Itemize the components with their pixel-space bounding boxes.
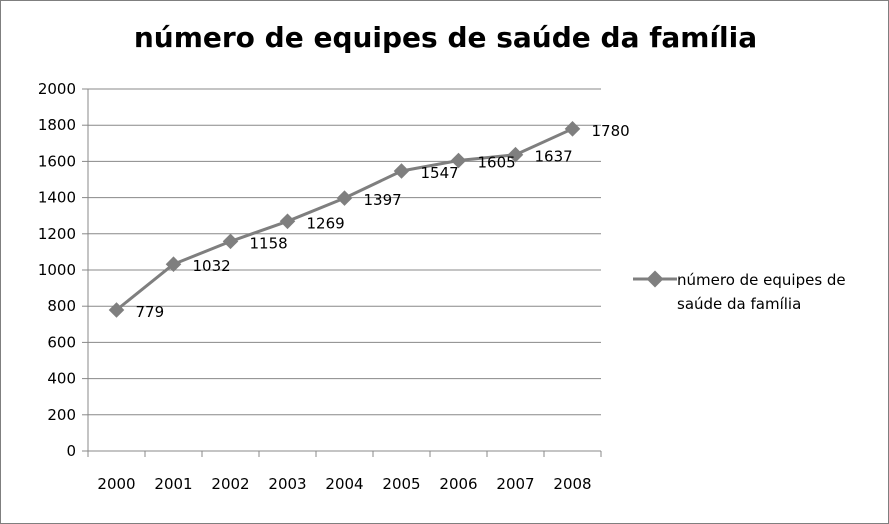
legend-marker-diamond — [646, 270, 664, 288]
y-tick-label: 1000 — [38, 261, 76, 279]
data-label: 1032 — [193, 257, 231, 275]
data-point-marker — [450, 152, 467, 169]
y-tick-label: 1800 — [38, 116, 76, 134]
data-label: 1637 — [535, 148, 573, 166]
x-tick-label: 2001 — [154, 475, 192, 493]
chart-title: número de equipes de saúde da família — [133, 21, 758, 54]
x-tick-label: 2000 — [97, 475, 135, 493]
legend-swatch — [633, 270, 677, 288]
y-tick-label: 600 — [47, 333, 76, 351]
y-axis-tick-labels: 0 200 400 600 800 1000 1200 1400 1600 1800 2000 — [38, 80, 76, 460]
x-tick-label: 2008 — [553, 475, 591, 493]
data-label: 1547 — [421, 164, 459, 182]
data-labels: 779 1032 1158 1269 1397 1547 1605 1637 1780 — [136, 122, 630, 321]
y-tick-label: 1200 — [38, 225, 76, 243]
series-layer — [108, 121, 581, 318]
data-label: 1780 — [592, 122, 630, 140]
x-tick-label: 2007 — [496, 475, 534, 493]
data-label: 1397 — [364, 191, 402, 209]
x-axis-tick-labels: 2000 2001 2002 2003 2004 2005 2006 2007 2008 — [97, 475, 591, 493]
data-point-marker — [336, 190, 353, 206]
data-label: 1605 — [478, 153, 516, 171]
x-tick-label: 2004 — [325, 475, 363, 493]
y-tick-label: 1600 — [38, 152, 76, 170]
y-tick-label: 200 — [47, 406, 76, 424]
y-tick-label: 2000 — [38, 80, 76, 98]
x-tick-label: 2002 — [211, 475, 249, 493]
data-label: 1158 — [250, 234, 288, 252]
data-label: 1269 — [307, 214, 345, 232]
x-tick-label: 2005 — [382, 475, 420, 493]
axes — [82, 88, 602, 457]
x-tick-label: 2003 — [268, 475, 306, 493]
y-tick-label: 1400 — [38, 189, 76, 207]
data-point-marker — [222, 233, 239, 250]
y-tick-label: 800 — [47, 297, 76, 315]
data-point-marker — [165, 256, 182, 272]
data-point-marker — [393, 163, 410, 179]
gridlines — [88, 88, 601, 416]
y-tick-label: 0 — [66, 442, 76, 460]
data-point-marker — [279, 213, 296, 230]
data-point-marker — [564, 121, 581, 137]
x-tick-label: 2006 — [439, 475, 477, 493]
data-label: 779 — [136, 303, 165, 321]
y-tick-label: 400 — [47, 370, 76, 388]
data-point-marker — [507, 146, 524, 163]
legend-entry-label: número de equipes de saúde da família — [677, 271, 846, 313]
